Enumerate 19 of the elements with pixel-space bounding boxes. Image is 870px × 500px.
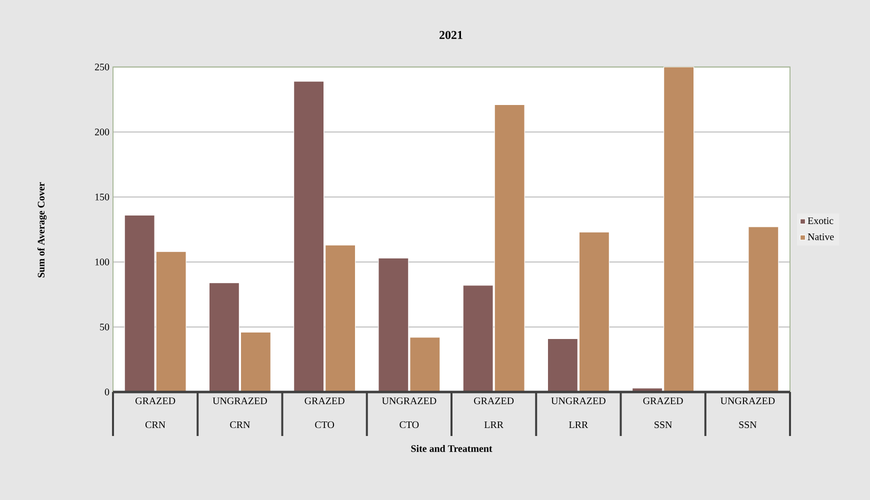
chart-title: 2021: [440, 30, 462, 40]
category-label: UNGRAZED CTO: [382, 398, 436, 428]
y-tick-label: 0: [104, 388, 110, 396]
category-label: UNGRAZED LRR: [551, 398, 606, 428]
y-tick-label: 200: [94, 128, 110, 136]
x-axis-title: Site and Treatment: [411, 444, 492, 452]
category-label: GRAZED CTO: [304, 398, 344, 428]
category-label: UNGRAZED SSN: [720, 398, 775, 428]
category-label: GRAZED SSN: [643, 398, 683, 428]
legend-label: Native: [808, 233, 834, 240]
legend-label: Exotic: [808, 217, 834, 224]
category-label: UNGRAZED CRN: [212, 398, 267, 428]
y-tick-label: 50: [100, 324, 110, 330]
category-label: GRAZED LRR: [474, 398, 514, 428]
y-axis-title: Sum of Average Cover: [37, 182, 47, 278]
category-label: GRAZED CRN: [136, 398, 176, 428]
y-tick-label: 150: [95, 194, 110, 200]
y-tick-label: 100: [95, 258, 110, 266]
y-tick-label: 250: [94, 64, 110, 70]
